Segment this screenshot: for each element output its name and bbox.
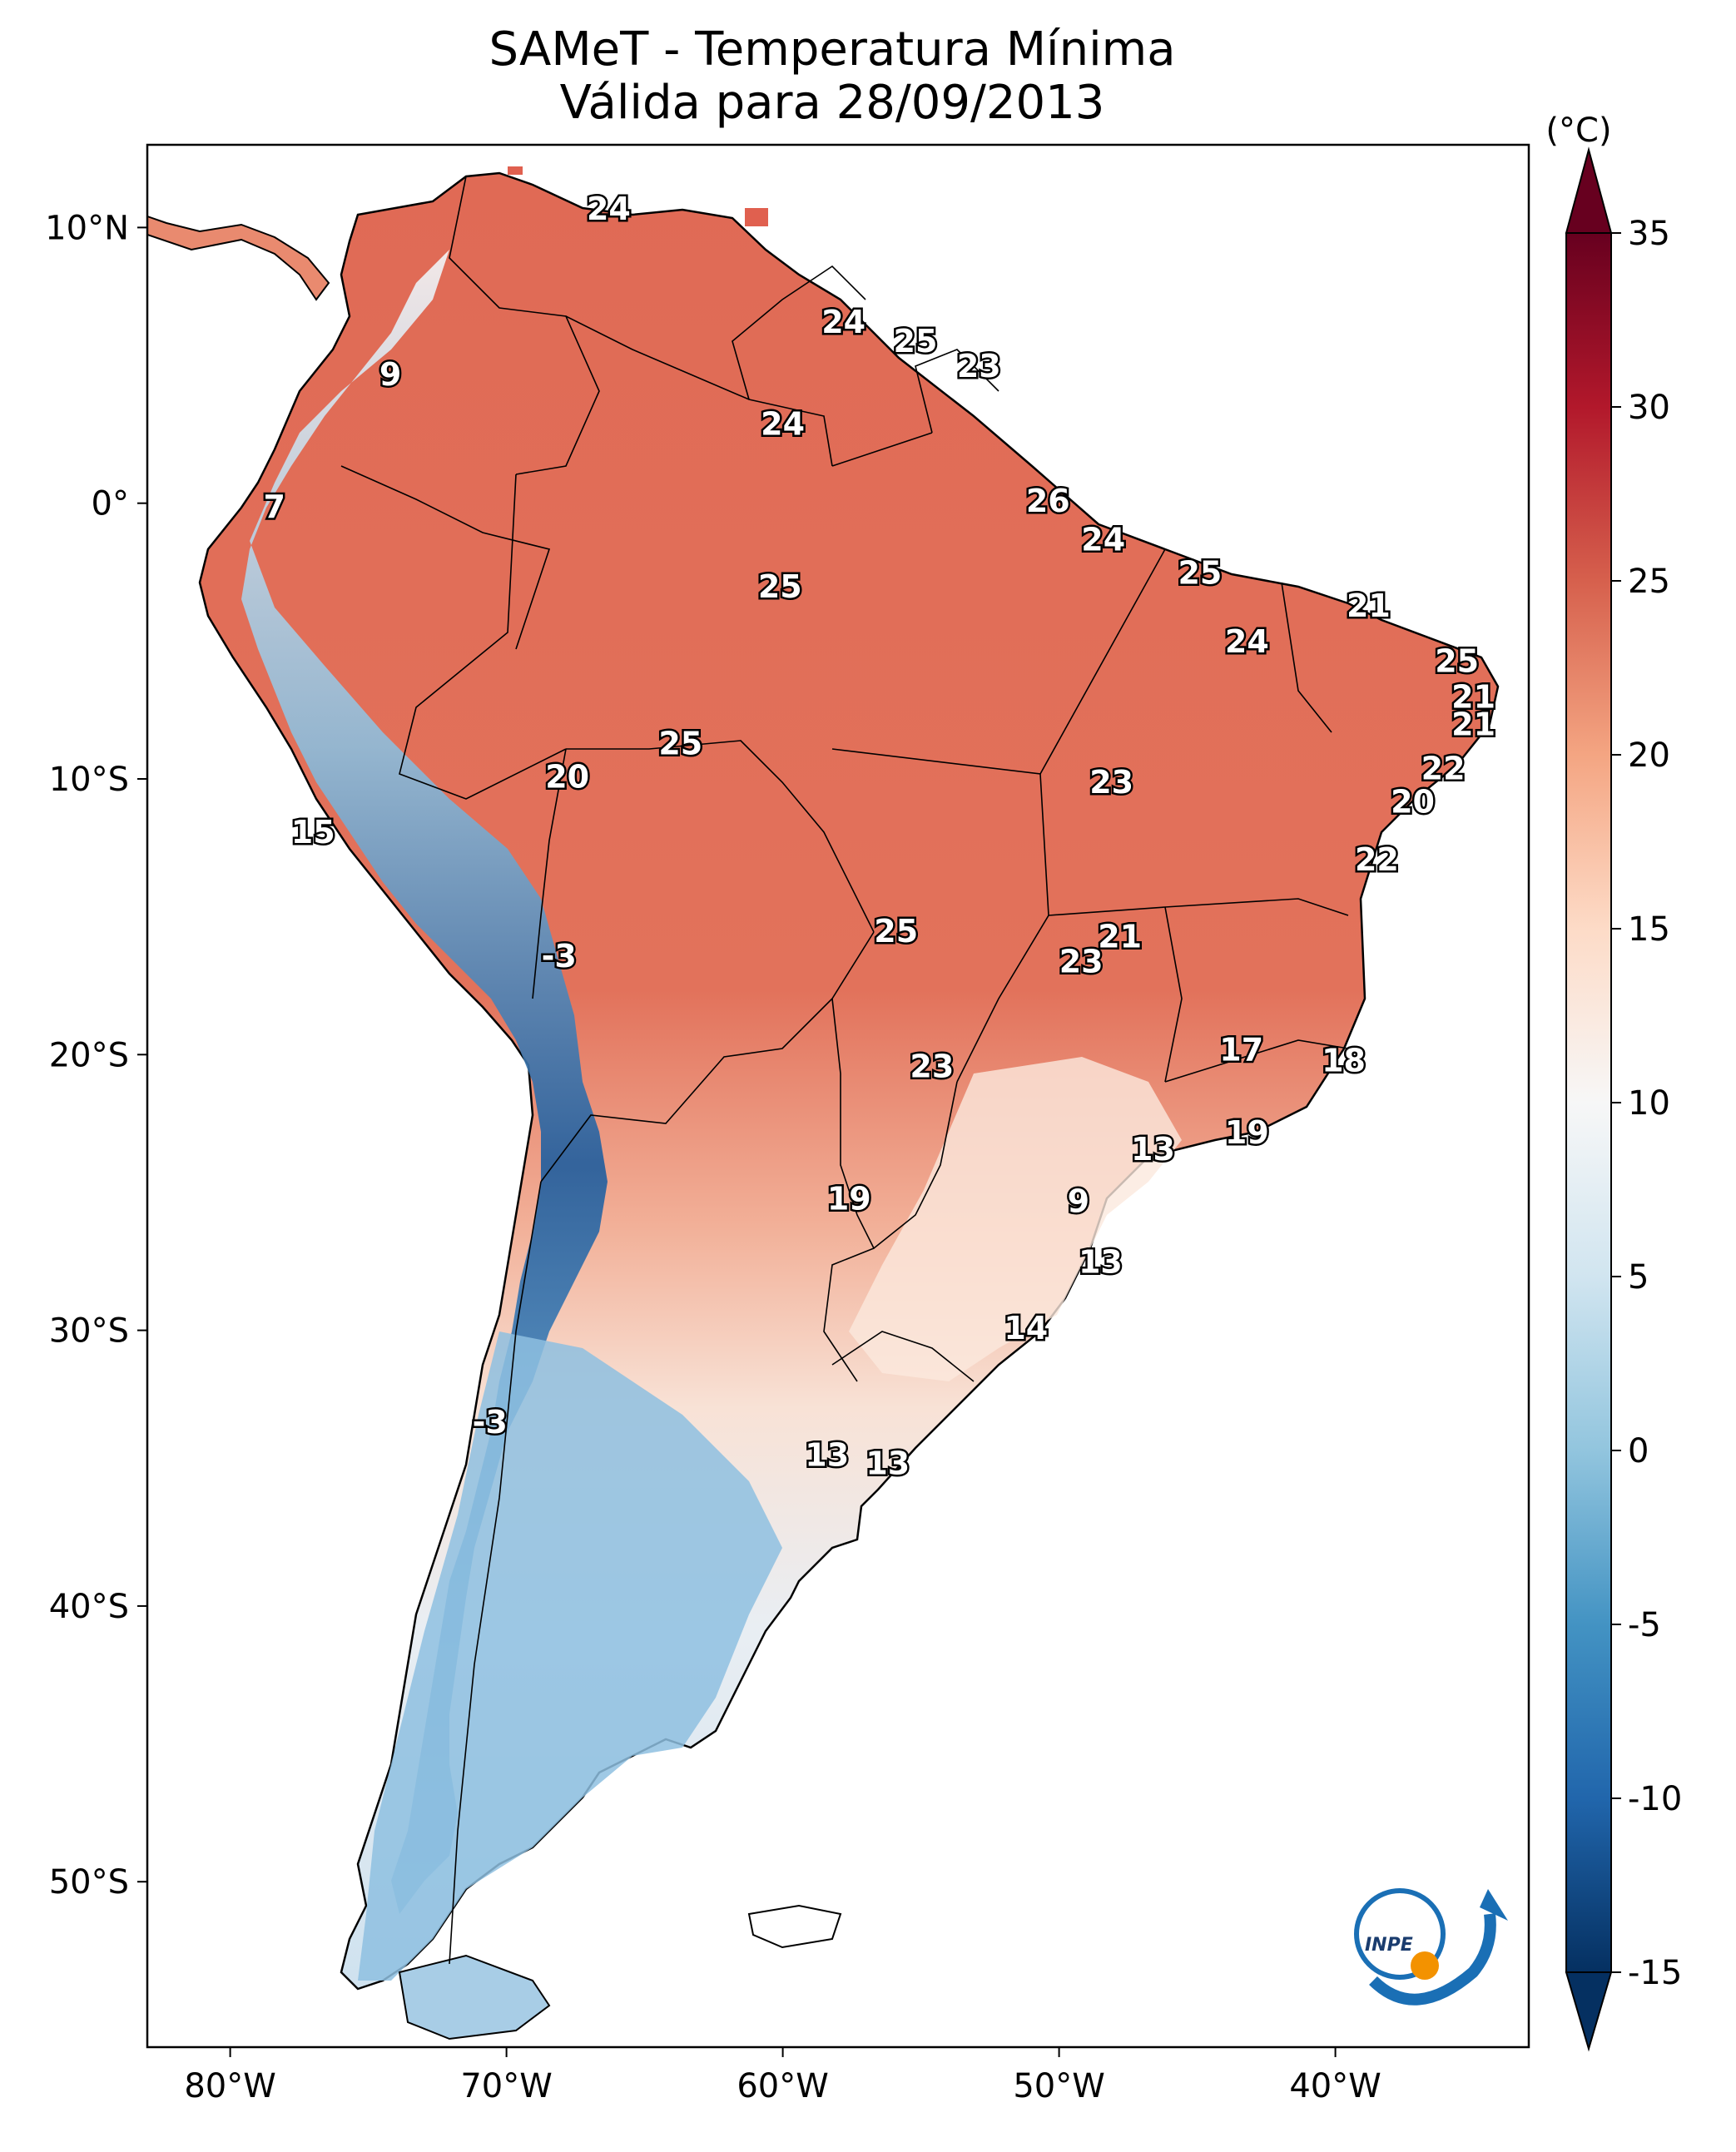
colorbar-tick-label: 30	[1628, 389, 1670, 427]
lon-tick-label: 40°W	[1289, 2067, 1381, 2105]
colorbar-tick-label: -10	[1628, 1780, 1682, 1818]
station-value-label: 23	[1089, 764, 1133, 801]
inpe-logo: INPE	[1354, 1888, 1508, 2006]
colorbar-tick-label: -5	[1628, 1606, 1661, 1644]
station-value-label: 24	[587, 191, 631, 227]
station-value-label: 18	[1322, 1043, 1366, 1079]
station-value-label: 24	[1225, 623, 1269, 660]
map-frame	[146, 143, 1530, 2049]
lat-tick-label: 30°S	[49, 1312, 129, 1351]
andes-cold-band	[241, 250, 608, 1914]
colorbar-tick-label: 20	[1628, 736, 1670, 775]
station-value-label: 20	[1391, 783, 1435, 820]
colorbar-unit-label: (°C)	[1545, 112, 1611, 150]
caribbean-island-2	[508, 166, 523, 175]
colorbar-tick-label: 0	[1628, 1432, 1649, 1470]
station-value-label: 13	[866, 1445, 910, 1481]
lon-tick-label: 50°W	[1013, 2067, 1104, 2105]
station-value-label: 14	[1004, 1310, 1048, 1346]
falkland-islands	[747, 1904, 842, 1949]
title-line-1: SAMeT - Temperatura Mínima	[489, 22, 1176, 77]
colorbar-tick-label: -15	[1628, 1954, 1682, 1992]
station-value-label: 25	[894, 323, 938, 359]
colorbar-gradient	[1565, 232, 1612, 1973]
colorbar-ticks: 35 30 25 20 15 10 5 0 -5 -10 -15	[1611, 215, 1682, 1992]
logo-arrowhead	[1480, 1889, 1508, 1921]
lat-tick-label: 20°S	[49, 1036, 129, 1074]
southeast-mild-area	[849, 1057, 1182, 1381]
colorbar-tick-label: 25	[1628, 563, 1670, 601]
station-value-label: 13	[1131, 1131, 1175, 1168]
station-value-label: 17	[1219, 1031, 1263, 1068]
lat-tick-label: 50°S	[49, 1863, 129, 1902]
station-value-label: 15	[291, 814, 335, 850]
lat-tick-label: 10°S	[49, 761, 129, 799]
station-value-label: 21	[1347, 588, 1391, 624]
latitude-axis: 10°N 0° 10°S 20°S 30°S 40°S 50°S	[45, 209, 147, 1902]
station-value-label: 23	[957, 348, 1001, 384]
station-value-label: 7	[263, 488, 285, 525]
station-value-label: 25	[658, 726, 702, 762]
station-value-label: 26	[1026, 483, 1070, 519]
logo-text: INPE	[1365, 1935, 1413, 1956]
colorbar-tick-label: 5	[1628, 1258, 1649, 1297]
station-value-label: 25	[758, 568, 802, 605]
colorbar-tick-label: 15	[1628, 910, 1670, 949]
colorbar-min-extension	[1565, 1971, 1613, 2052]
station-value-label: 21	[1451, 678, 1495, 715]
station-value-label: 24	[821, 304, 866, 340]
station-value-label: 23	[1059, 943, 1104, 979]
station-value-label: 19	[827, 1180, 871, 1217]
lon-tick-label: 70°W	[460, 2067, 552, 2105]
logo-orange-dot	[1411, 1951, 1439, 1980]
station-value-label: 23	[910, 1048, 954, 1084]
logo-swoosh-arrow	[1369, 1913, 1496, 2006]
colorbar: (°C) 35 30 25 20 15 10 5 0 -5 -10 -15	[1545, 112, 1682, 2052]
station-value-label: 24	[761, 405, 805, 442]
colorbar-tick-label: 10	[1628, 1084, 1670, 1123]
station-value-label: 13	[805, 1437, 849, 1474]
station-value-label: 9	[379, 356, 401, 393]
station-value-label: 22	[1355, 841, 1399, 878]
central-america-landmass	[147, 215, 330, 301]
caribbean-island-1	[745, 208, 768, 226]
patagonia-cool-area	[358, 1331, 782, 1981]
map-title: SAMeT - Temperatura Mínima Válida para 2…	[141, 23, 1523, 130]
station-value-label: 25	[1435, 642, 1479, 679]
logo-ring	[1354, 1888, 1446, 1980]
colorbar-max-extension	[1565, 146, 1613, 234]
lat-tick-label: 10°N	[45, 209, 129, 247]
station-value-label: 24	[1081, 522, 1125, 558]
station-value-label: 21	[1451, 707, 1495, 743]
longitude-axis: 80°W 70°W 60°W 50°W 40°W	[184, 2047, 1381, 2105]
station-value-label: -3	[473, 1404, 508, 1440]
station-value-label: 19	[1225, 1114, 1269, 1151]
map-layers	[147, 166, 1500, 2040]
station-value-label: 22	[1421, 751, 1466, 787]
station-value-label: 25	[874, 913, 918, 950]
lat-tick-label: 0°	[92, 485, 129, 523]
tierra-del-fuego	[398, 1954, 551, 2040]
colorbar-tick-label: 35	[1628, 215, 1670, 253]
country-borders	[340, 176, 1349, 1965]
station-value-label: 25	[1178, 554, 1222, 591]
lat-tick-label: 40°S	[49, 1588, 129, 1626]
lon-tick-label: 60°W	[737, 2067, 828, 2105]
station-value-label: 9	[1068, 1183, 1089, 1220]
lon-tick-label: 80°W	[184, 2067, 275, 2105]
station-value-label: -3	[542, 938, 577, 974]
station-value-label: 20	[545, 759, 589, 796]
station-value-label: 13	[1079, 1244, 1123, 1281]
station-value-label: 21	[1098, 919, 1142, 955]
title-line-2: Válida para 28/09/2013	[559, 76, 1105, 130]
